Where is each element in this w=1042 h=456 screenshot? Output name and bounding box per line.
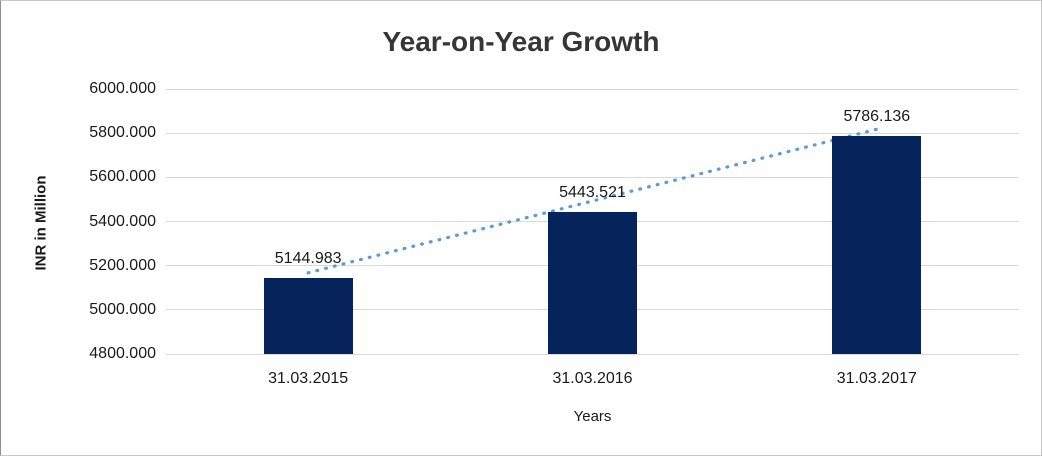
y-axis-tick-label: 6000.000	[89, 80, 156, 97]
bar	[263, 277, 353, 354]
trendline-svg	[306, 127, 879, 275]
y-axis-tick-label: 5400.000	[89, 212, 156, 230]
x-axis-tick-label: 31.03.2016	[552, 370, 633, 387]
gridline	[166, 176, 1019, 178]
bar-data-label: 5144.983	[274, 249, 342, 267]
gridline	[166, 132, 1019, 134]
y-axis-tick-label: 5000.000	[89, 300, 156, 318]
gridline	[166, 353, 1019, 355]
x-axis-tick-label: 31.03.2017	[836, 370, 917, 387]
plot-area	[166, 88, 1019, 355]
bar	[548, 211, 637, 354]
chart-title: Year-on-Year Growth	[382, 26, 660, 57]
x-axis-tick-label: 31.03.2015	[268, 370, 349, 387]
trendline-dotted-line	[306, 127, 879, 275]
y-axis-tick-label: 5200.000	[89, 256, 156, 274]
bar	[832, 136, 922, 354]
x-axis-title: Years	[573, 408, 612, 425]
bar-data-label: 5786.136	[843, 108, 911, 126]
y-axis-tick-label: 5600.000	[89, 168, 156, 186]
gridline	[166, 88, 1019, 90]
bar-data-label: 5443.521	[559, 183, 626, 201]
y-axis-tick-label: 4800.000	[89, 345, 156, 362]
y-axis-tick-label: 5800.000	[89, 124, 156, 142]
